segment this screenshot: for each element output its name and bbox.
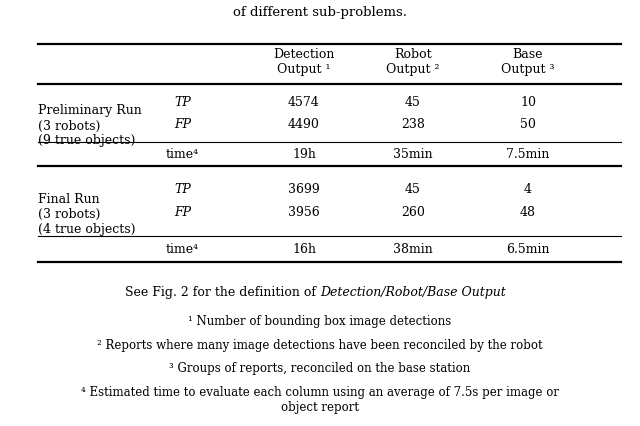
Text: Robot
Output ²: Robot Output ² [386, 48, 440, 76]
Text: 4490: 4490 [288, 118, 320, 131]
Text: See Fig. 2 for the definition of: See Fig. 2 for the definition of [125, 285, 320, 298]
Text: FP: FP [174, 205, 191, 219]
Text: ² Reports where many image detections have been reconciled by the robot: ² Reports where many image detections ha… [97, 338, 543, 351]
Text: ³ Groups of reports, reconciled on the base station: ³ Groups of reports, reconciled on the b… [170, 361, 470, 374]
Text: 4: 4 [524, 183, 532, 196]
Text: 10: 10 [520, 95, 536, 109]
Text: 6.5min: 6.5min [506, 243, 550, 256]
Text: 38min: 38min [393, 243, 433, 256]
Text: Detection
Output ¹: Detection Output ¹ [273, 48, 335, 76]
Text: 238: 238 [401, 118, 425, 131]
Text: 48: 48 [520, 205, 536, 219]
Text: ⁴ Estimated time to evaluate each column using an average of 7.5s per image or
o: ⁴ Estimated time to evaluate each column… [81, 385, 559, 413]
Text: 19h: 19h [292, 148, 316, 161]
Text: Detection/Robot/Base Output: Detection/Robot/Base Output [320, 285, 506, 298]
Text: 35min: 35min [393, 148, 433, 161]
Text: Preliminary Run
(3 robots)
(9 true objects): Preliminary Run (3 robots) (9 true objec… [38, 104, 142, 147]
Text: of different sub-problems.: of different sub-problems. [233, 6, 407, 19]
Text: 4574: 4574 [288, 95, 320, 109]
Text: 3699: 3699 [288, 183, 320, 196]
Text: 50: 50 [520, 118, 536, 131]
Text: 7.5min: 7.5min [506, 148, 550, 161]
Text: Base
Output ³: Base Output ³ [501, 48, 555, 76]
Text: Final Run
(3 robots)
(4 true objects): Final Run (3 robots) (4 true objects) [38, 193, 136, 236]
Text: time⁴: time⁴ [166, 148, 199, 161]
Text: 260: 260 [401, 205, 425, 219]
Text: TP: TP [174, 183, 191, 196]
Text: 45: 45 [405, 95, 420, 109]
Text: 45: 45 [405, 183, 420, 196]
Text: FP: FP [174, 118, 191, 131]
Text: 3956: 3956 [288, 205, 320, 219]
Text: 16h: 16h [292, 243, 316, 256]
Text: TP: TP [174, 95, 191, 109]
Text: time⁴: time⁴ [166, 243, 199, 256]
Text: ¹ Number of bounding box image detections: ¹ Number of bounding box image detection… [188, 314, 452, 327]
